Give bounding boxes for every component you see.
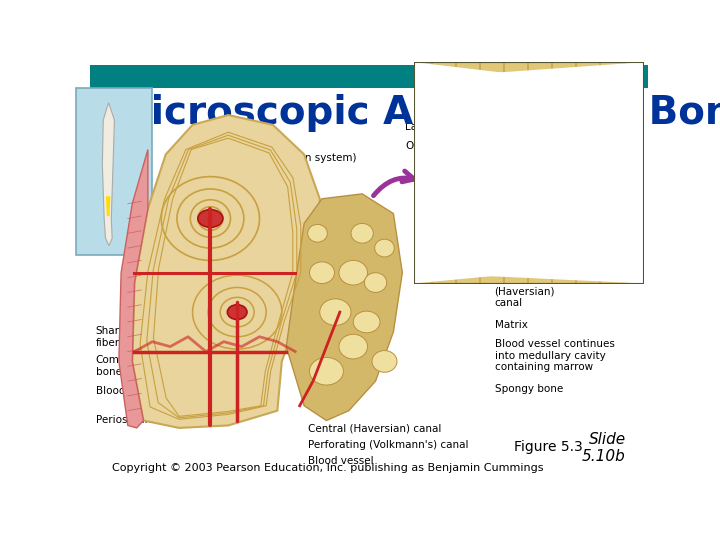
Text: Canaliculus: Canaliculus xyxy=(495,253,555,263)
Ellipse shape xyxy=(557,91,575,102)
Ellipse shape xyxy=(307,225,328,242)
Polygon shape xyxy=(119,150,148,428)
FancyBboxPatch shape xyxy=(90,65,648,87)
Text: Central (Haversian) canal: Central (Haversian) canal xyxy=(307,423,441,434)
Ellipse shape xyxy=(594,106,612,117)
Text: Blood vessel continues
into medullary cavity
containing marrow: Blood vessel continues into medullary ca… xyxy=(495,339,614,373)
Ellipse shape xyxy=(617,239,635,249)
Ellipse shape xyxy=(456,180,474,191)
Text: Lamella: Lamella xyxy=(405,122,446,132)
FancyBboxPatch shape xyxy=(76,88,153,255)
Text: Matrix: Matrix xyxy=(495,320,528,330)
Text: Spongy bone: Spongy bone xyxy=(495,384,563,394)
Ellipse shape xyxy=(446,91,464,102)
Text: Perforating (Volkmann's) canal: Perforating (Volkmann's) canal xyxy=(307,440,468,450)
Ellipse shape xyxy=(548,140,566,151)
Ellipse shape xyxy=(525,204,543,215)
Text: Compact
bone: Compact bone xyxy=(96,355,143,377)
Ellipse shape xyxy=(492,204,510,215)
Polygon shape xyxy=(414,62,644,284)
Text: Periosteum: Periosteum xyxy=(96,415,154,426)
Ellipse shape xyxy=(339,334,367,359)
Ellipse shape xyxy=(228,305,247,320)
Ellipse shape xyxy=(339,260,367,285)
Polygon shape xyxy=(132,115,320,428)
Ellipse shape xyxy=(354,311,380,333)
Text: Central
(Haversian)
canal: Central (Haversian) canal xyxy=(495,275,555,308)
Ellipse shape xyxy=(372,350,397,372)
Ellipse shape xyxy=(198,210,223,227)
Ellipse shape xyxy=(514,162,544,189)
Text: Lacuna: Lacuna xyxy=(495,237,532,247)
Text: Blood vessel: Blood vessel xyxy=(96,386,161,396)
Text: Osteon
(Haversian system): Osteon (Haversian system) xyxy=(255,141,356,163)
Ellipse shape xyxy=(423,106,441,117)
Text: Osteocyte: Osteocyte xyxy=(405,141,458,151)
Text: Copyright © 2003 Pearson Education, Inc. publishing as Benjamin Cummings: Copyright © 2003 Pearson Education, Inc.… xyxy=(112,463,544,473)
Ellipse shape xyxy=(502,120,520,131)
Text: Sharpey's
fibers: Sharpey's fibers xyxy=(96,326,147,348)
Ellipse shape xyxy=(310,357,343,385)
Ellipse shape xyxy=(310,262,335,284)
Ellipse shape xyxy=(351,224,374,243)
Polygon shape xyxy=(437,62,644,284)
Ellipse shape xyxy=(571,229,589,240)
Ellipse shape xyxy=(320,299,351,326)
Text: Blood vessel: Blood vessel xyxy=(307,456,373,465)
Polygon shape xyxy=(287,194,402,421)
Ellipse shape xyxy=(433,244,451,254)
Text: Microscopic Anatomy of Bone: Microscopic Anatomy of Bone xyxy=(112,94,720,132)
Ellipse shape xyxy=(364,273,387,293)
Ellipse shape xyxy=(479,253,497,264)
Text: Lamellae: Lamellae xyxy=(196,201,243,211)
Polygon shape xyxy=(102,103,114,246)
Ellipse shape xyxy=(374,239,395,257)
Text: Figure 5.3: Figure 5.3 xyxy=(514,440,582,454)
Text: Slide
5.10b: Slide 5.10b xyxy=(582,431,626,464)
Polygon shape xyxy=(106,197,110,216)
Polygon shape xyxy=(414,62,621,284)
